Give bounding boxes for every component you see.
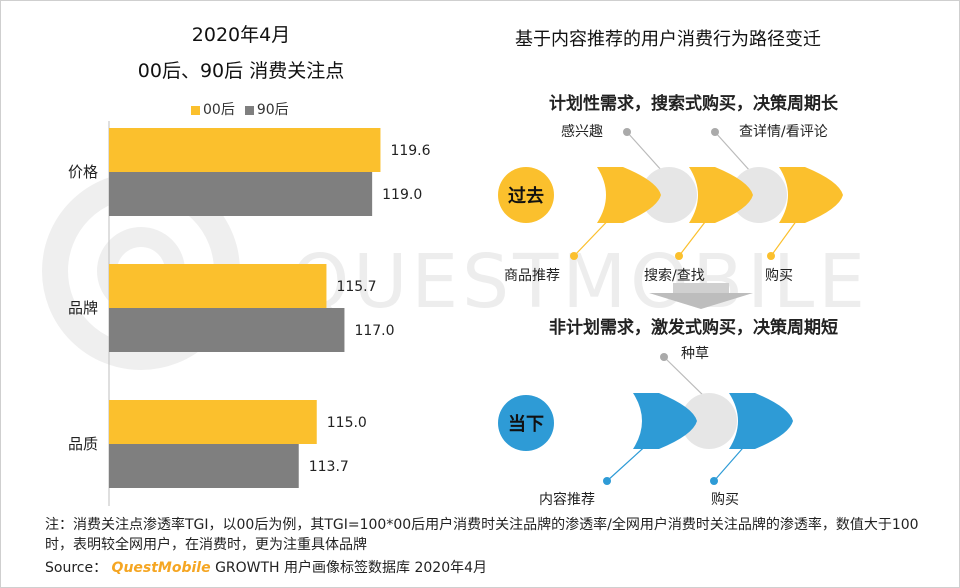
past-dot-recommend: [570, 252, 578, 260]
present-label-seed: 种草: [681, 346, 709, 362]
bar-00: [109, 264, 327, 308]
past-label-interest: 感兴趣: [561, 124, 603, 140]
bar-value-label: 115.7: [336, 279, 376, 295]
present-label-buy: 购买: [711, 492, 739, 508]
past-dot-interest: [623, 128, 631, 136]
past-dot-search: [675, 252, 683, 260]
chart-title-line1: 2020年4月: [191, 24, 291, 46]
source-line: Source： QuestMobile GROWTH 用户画像标签数据库 202…: [45, 557, 487, 577]
transition-arrow: [649, 293, 753, 309]
category-label: 品牌: [68, 299, 98, 317]
legend-swatch-00: [191, 105, 200, 115]
bar-value-label: 115.0: [327, 415, 367, 431]
past-step-interest: [641, 167, 697, 223]
present-label-recommend: 内容推荐: [539, 492, 595, 508]
legend-item-90: 90后: [244, 99, 289, 119]
past-step-buy: [779, 167, 843, 223]
legend-swatch-90: [244, 105, 254, 115]
past-dot-detail: [711, 128, 719, 136]
present-dot-buy: [710, 477, 718, 485]
past-step-detail: [731, 167, 787, 223]
past-label-search: 搜索/查找: [644, 268, 705, 284]
footnote: 注：消费关注点渗透率TGI，以00后为例，其TGI=100*00后用户消费时关注…: [45, 517, 919, 553]
bar-90: [109, 308, 345, 352]
legend-item-00: 00后: [191, 99, 235, 119]
bar-90: [109, 444, 299, 488]
bar-value-label: 117.0: [354, 323, 394, 339]
past-label-detail: 查详情/看评论: [739, 124, 828, 140]
past-badge: 过去: [498, 167, 554, 223]
present-dot-recommend: [603, 477, 611, 485]
bar-chart: 价格 119.6 119.0 品牌 115.7 117.0 品质 115.0 113.7: [68, 121, 431, 506]
chart-legend: 00后 90后: [191, 99, 289, 119]
source-brand: QuestMobile: [111, 560, 211, 576]
present-connector-seed: [663, 356, 710, 402]
bar-value-label: 119.6: [390, 143, 430, 159]
present-badge: 当下: [498, 395, 554, 451]
bar-value-label: 113.7: [309, 459, 349, 475]
past-label-buy: 购买: [765, 268, 793, 284]
category-label: 品质: [68, 435, 98, 453]
legend-label-00: 00后: [203, 102, 235, 118]
present-step-buy: [729, 393, 793, 449]
present-dot-seed: [660, 353, 668, 361]
category-label: 价格: [68, 163, 98, 181]
chart-title-line2: 00后、90后 消费关注点: [137, 60, 345, 82]
past-dot-buy: [767, 252, 775, 260]
bar-value-label: 119.0: [382, 187, 422, 203]
present-step-recommend: [633, 393, 697, 449]
bar-90: [109, 172, 373, 216]
past-step-recommend: [597, 167, 661, 223]
legend-label-90: 90后: [256, 102, 289, 118]
source-prefix: Source：: [45, 560, 108, 576]
transition-arrow-stem: [673, 283, 729, 293]
past-label-recommend: 商品推荐: [504, 268, 560, 284]
present-heading: 非计划需求，激发式购买，决策周期短: [549, 318, 838, 338]
past-heading: 计划性需求，搜索式购买，决策周期长: [549, 94, 838, 114]
past-step-search: [689, 167, 753, 223]
bar-00: [109, 128, 381, 172]
bar-00: [109, 400, 317, 444]
present-step-seed: [681, 393, 737, 449]
right-panel-title: 基于内容推荐的用户消费行为路径变迁: [515, 29, 821, 50]
source-text: GROWTH 用户画像标签数据库 2020年4月: [215, 560, 488, 576]
